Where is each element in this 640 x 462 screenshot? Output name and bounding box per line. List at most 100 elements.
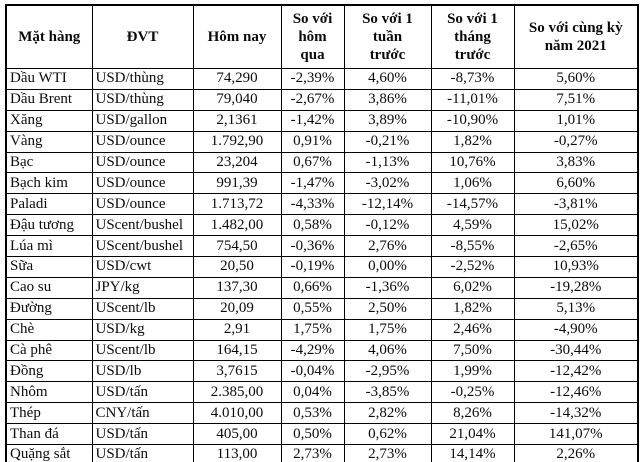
cell-today: 3,7615 xyxy=(192,360,282,383)
cell-commodity: Cà phê xyxy=(5,339,93,362)
cell-vs-month: -8,73% xyxy=(430,68,515,90)
cell-vs-2021: -19,28% xyxy=(513,276,639,299)
cell-vs-week: 2,82% xyxy=(343,402,432,425)
cell-commodity: Bạc xyxy=(5,151,93,174)
cell-today: 74,290 xyxy=(192,68,282,90)
cell-vs-week: -1,13% xyxy=(343,151,432,174)
table-row: Chè USD/kg 2,91 1,75% 1,75% 2,46% -4,90% xyxy=(5,318,639,341)
cell-unit: UScent/lb xyxy=(91,297,194,320)
cell-commodity: Bạch kim xyxy=(5,172,93,195)
cell-commodity: Đường xyxy=(5,297,93,320)
cell-commodity: Quặng sắt xyxy=(5,444,93,462)
header-row: Mặt hàng ĐVT Hôm nay So với hôm qua So v… xyxy=(5,4,639,69)
cell-vs-yesterday: -0,04% xyxy=(280,360,345,383)
cell-commodity: Nhôm xyxy=(5,381,93,404)
cell-vs-yesterday: 2,73% xyxy=(280,444,345,462)
cell-today: 405,00 xyxy=(192,423,282,446)
cell-commodity: Paladi xyxy=(5,193,93,216)
cell-vs-2021: 6,60% xyxy=(513,172,639,195)
cell-vs-month: 10,76% xyxy=(430,151,515,174)
cell-vs-2021: 141,07% xyxy=(513,423,639,446)
cell-today: 1.482,00 xyxy=(192,214,282,237)
cell-vs-2021: 7,51% xyxy=(513,88,639,111)
cell-unit: USD/ounce xyxy=(91,151,194,174)
cell-commodity: Xăng xyxy=(5,109,93,132)
cell-today: 20,09 xyxy=(192,297,282,320)
cell-vs-yesterday: -4,33% xyxy=(280,193,345,216)
cell-vs-week: 2,76% xyxy=(343,235,432,258)
cell-vs-2021: -12,46% xyxy=(513,381,639,404)
cell-unit: JPY/kg xyxy=(91,276,194,299)
table-row: Paladi USD/ounce 1.713,72 -4,33% -12,14%… xyxy=(5,193,639,216)
table-row: Sữa USD/cwt 20,50 -0,19% 0,00% -2,52% 10… xyxy=(5,256,639,278)
cell-commodity: Dầu WTI xyxy=(5,68,93,90)
cell-today: 2,91 xyxy=(192,318,282,341)
cell-vs-2021: -4,90% xyxy=(513,318,639,341)
cell-today: 4.010,00 xyxy=(192,402,282,425)
cell-commodity: Cao su xyxy=(5,276,93,299)
cell-today: 2,1361 xyxy=(192,109,282,132)
cell-vs-yesterday: -1,47% xyxy=(280,172,345,195)
cell-vs-week: 0,00% xyxy=(343,256,432,278)
table-row: Cao su JPY/kg 137,30 0,66% -1,36% 6,02% … xyxy=(5,276,639,299)
cell-vs-week: -12,14% xyxy=(343,193,432,216)
cell-vs-week: -2,95% xyxy=(343,360,432,383)
table-row: Dầu WTI USD/thùng 74,290 -2,39% 4,60% -8… xyxy=(5,68,639,90)
cell-vs-yesterday: 1,75% xyxy=(280,318,345,341)
cell-vs-yesterday: -0,36% xyxy=(280,235,345,258)
commodity-price-table: Mặt hàng ĐVT Hôm nay So với hôm qua So v… xyxy=(5,4,639,462)
table-row: Thép CNY/tấn 4.010,00 0,53% 2,82% 8,26% … xyxy=(5,402,639,425)
table-row: Quặng sắt USD/tấn 113,00 2,73% 2,73% 14,… xyxy=(5,444,639,462)
cell-vs-month: -8,55% xyxy=(430,235,515,258)
cell-unit: UScent/bushel xyxy=(91,214,194,237)
cell-vs-month: 6,02% xyxy=(430,276,515,299)
cell-vs-yesterday: 0,67% xyxy=(280,151,345,174)
cell-vs-2021: 15,02% xyxy=(513,214,639,237)
cell-vs-week: 2,73% xyxy=(343,444,432,462)
cell-today: 79,040 xyxy=(192,88,282,111)
header-commodity: Mặt hàng xyxy=(5,4,93,69)
cell-vs-week: -0,21% xyxy=(343,130,432,153)
cell-unit: USD/lb xyxy=(91,360,194,383)
header-unit: ĐVT xyxy=(91,4,194,69)
cell-vs-month: 1,99% xyxy=(430,360,515,383)
cell-vs-yesterday: -0,19% xyxy=(280,256,345,278)
cell-unit: USD/kg xyxy=(91,318,194,341)
cell-unit: UScent/bushel xyxy=(91,235,194,258)
cell-vs-2021: -30,44% xyxy=(513,339,639,362)
cell-unit: UScent/lb xyxy=(91,339,194,362)
cell-vs-2021: 10,93% xyxy=(513,256,639,278)
cell-vs-2021: 5,60% xyxy=(513,68,639,90)
cell-vs-yesterday: 0,55% xyxy=(280,297,345,320)
cell-unit: USD/ounce xyxy=(91,130,194,153)
cell-unit: USD/tấn xyxy=(91,444,194,462)
cell-today: 20,50 xyxy=(192,256,282,278)
table-row: Xăng USD/gallon 2,1361 -1,42% 3,89% -10,… xyxy=(5,109,639,132)
cell-today: 1.713,72 xyxy=(192,193,282,216)
cell-today: 164,15 xyxy=(192,339,282,362)
cell-today: 1.792,90 xyxy=(192,130,282,153)
cell-vs-month: 21,04% xyxy=(430,423,515,446)
cell-vs-month: -14,57% xyxy=(430,193,515,216)
cell-unit: USD/tấn xyxy=(91,381,194,404)
table-header: Mặt hàng ĐVT Hôm nay So với hôm qua So v… xyxy=(5,4,639,69)
cell-commodity: Đậu tương xyxy=(5,214,93,237)
cell-vs-2021: -14,32% xyxy=(513,402,639,425)
cell-unit: USD/thùng xyxy=(91,88,194,111)
header-today: Hôm nay xyxy=(192,4,282,69)
table-row: Than đá USD/tấn 405,00 0,50% 0,62% 21,04… xyxy=(5,423,639,446)
cell-vs-yesterday: -4,29% xyxy=(280,339,345,362)
table-row: Đồng USD/lb 3,7615 -0,04% -2,95% 1,99% -… xyxy=(5,360,639,383)
cell-unit: USD/cwt xyxy=(91,256,194,278)
header-vs-yesterday: So với hôm qua xyxy=(280,4,345,69)
cell-unit: USD/gallon xyxy=(91,109,194,132)
cell-vs-yesterday: -1,42% xyxy=(280,109,345,132)
cell-vs-month: -0,25% xyxy=(430,381,515,404)
cell-vs-week: 0,62% xyxy=(343,423,432,446)
cell-vs-week: -3,02% xyxy=(343,172,432,195)
cell-today: 991,39 xyxy=(192,172,282,195)
cell-vs-month: 4,59% xyxy=(430,214,515,237)
cell-vs-month: 8,26% xyxy=(430,402,515,425)
cell-vs-week: 3,89% xyxy=(343,109,432,132)
table-row: Bạch kim USD/ounce 991,39 -1,47% -3,02% … xyxy=(5,172,639,195)
